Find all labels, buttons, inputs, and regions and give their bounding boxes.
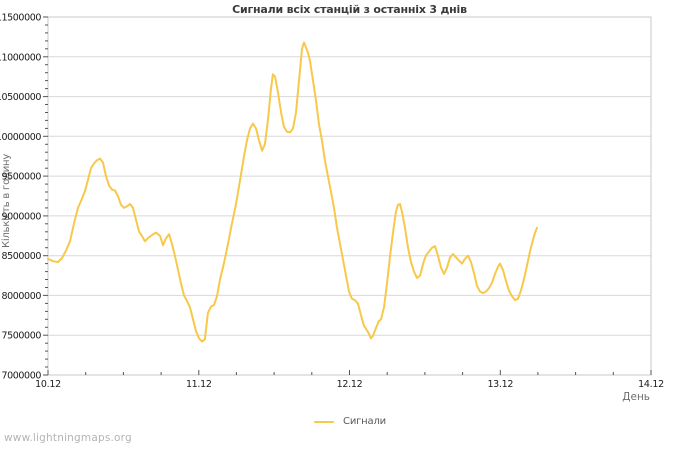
- watermark-link: www.lightningmaps.org: [4, 432, 132, 444]
- svg-text:9500000: 9500000: [1, 172, 41, 183]
- x-axis-label: День: [622, 391, 650, 403]
- svg-text:10000000: 10000000: [0, 132, 41, 143]
- svg-text:11.12: 11.12: [186, 379, 212, 390]
- svg-text:11500000: 11500000: [0, 13, 41, 24]
- page-title: Сигнали всіх станцій з останніх 3 днів: [232, 3, 467, 16]
- legend-label: Сигнали: [343, 416, 386, 427]
- svg-text:7500000: 7500000: [1, 331, 41, 342]
- svg-text:13.12: 13.12: [487, 379, 513, 390]
- legend-line-swatch-icon: [314, 420, 335, 423]
- svg-text:8500000: 8500000: [1, 251, 41, 262]
- svg-text:7000000: 7000000: [1, 371, 41, 382]
- svg-text:12.12: 12.12: [337, 379, 363, 390]
- svg-text:8000000: 8000000: [1, 291, 41, 302]
- svg-text:10.12: 10.12: [35, 379, 61, 390]
- svg-text:11000000: 11000000: [0, 52, 41, 63]
- svg-text:14.12: 14.12: [638, 379, 664, 390]
- legend: Сигнали: [0, 416, 700, 427]
- svg-text:10500000: 10500000: [0, 92, 41, 103]
- svg-text:9000000: 9000000: [1, 211, 41, 222]
